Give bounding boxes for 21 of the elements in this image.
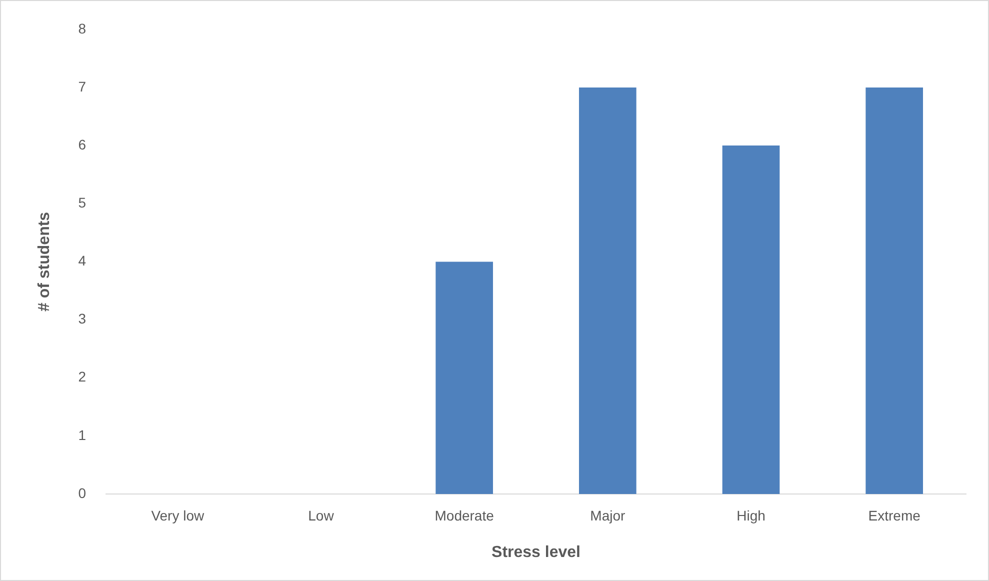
bar: [578, 87, 636, 494]
x-axis-title: Stress level: [492, 544, 580, 561]
x-tick-label: Major: [590, 507, 626, 524]
y-tick-label: 6: [78, 136, 86, 152]
x-tick-label: Extreme: [868, 507, 921, 524]
y-tick-label: 3: [78, 310, 86, 327]
y-axis-title: # of students: [36, 212, 54, 312]
x-tick-label: High: [736, 507, 766, 524]
y-tick-label: 8: [78, 20, 86, 36]
bar: [436, 262, 493, 494]
y-tick-label: 5: [78, 194, 86, 210]
y-tick-label: 1: [78, 426, 86, 443]
y-tick-label: 7: [78, 78, 86, 94]
x-tick-label: Moderate: [434, 507, 494, 524]
bar: [866, 87, 923, 494]
bar: [722, 146, 780, 494]
y-tick-label: 4: [78, 252, 86, 269]
x-tick-label: Low: [308, 507, 335, 524]
x-tick-label: Very low: [151, 507, 205, 524]
y-tick-label: 0: [78, 484, 86, 501]
y-tick-label: 2: [78, 368, 86, 385]
